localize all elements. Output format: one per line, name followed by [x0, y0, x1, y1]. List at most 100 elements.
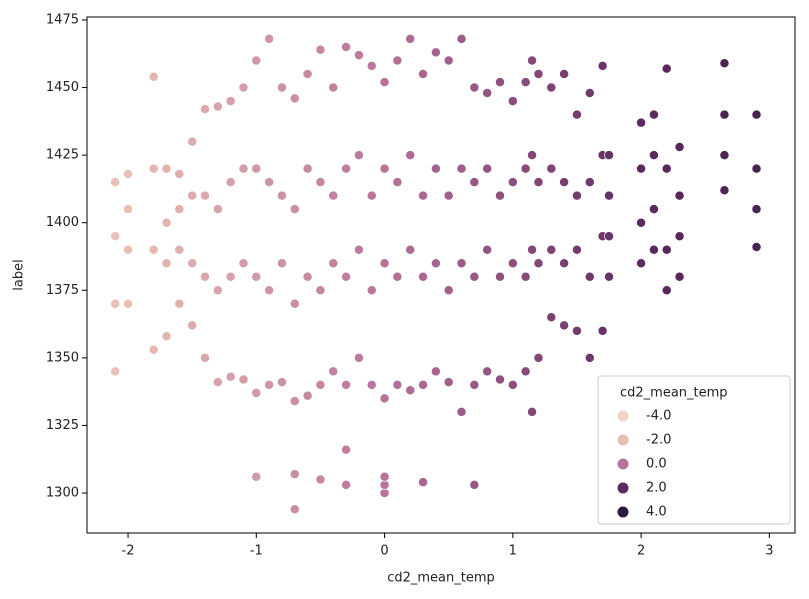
scatter-point	[187, 320, 198, 331]
scatter-point	[597, 325, 608, 336]
scatter-point	[161, 258, 172, 269]
scatter-point	[572, 325, 582, 336]
legend-marker	[617, 458, 629, 470]
y-tick-label: 1375	[46, 283, 79, 298]
scatter-point	[527, 406, 538, 417]
scatter-point	[636, 258, 647, 269]
scatter-point	[392, 55, 403, 66]
scatter-point	[225, 177, 236, 188]
x-tick-label: 1	[509, 544, 517, 559]
scatter-point	[719, 58, 730, 69]
scatter-point	[597, 60, 608, 71]
scatter-point	[187, 258, 198, 269]
scatter-point	[289, 469, 300, 480]
scatter-point	[719, 150, 730, 161]
scatter-point	[341, 444, 352, 455]
scatter-point	[264, 33, 275, 44]
scatter-point	[604, 150, 614, 161]
scatter-point	[264, 379, 275, 390]
scatter-point	[161, 217, 172, 228]
scatter-point	[277, 82, 287, 93]
scatter-point	[174, 298, 185, 309]
scatter-point	[174, 244, 185, 255]
scatter-point	[507, 379, 518, 390]
scatter-point	[353, 244, 364, 255]
scatter-point	[636, 163, 647, 174]
scatter-point	[604, 271, 614, 282]
scatter-point	[520, 163, 531, 174]
scatter-point	[392, 379, 403, 390]
scatter-point	[353, 50, 364, 61]
scatter-point	[187, 136, 198, 147]
scatter-point	[315, 44, 326, 55]
scatter-point	[251, 271, 262, 282]
scatter-point	[302, 271, 313, 282]
scatter-point	[674, 190, 685, 201]
legend-marker	[617, 482, 629, 494]
scatter-point	[559, 69, 570, 79]
x-tick-label: -2	[122, 544, 135, 559]
scatter-point	[251, 471, 262, 482]
scatter-point	[212, 204, 223, 215]
scatter-point	[430, 163, 441, 174]
scatter-point	[379, 471, 390, 482]
scatter-point	[302, 69, 313, 79]
scatter-point	[289, 504, 300, 515]
x-tick-label: 2	[637, 544, 645, 559]
scatter-point	[341, 271, 352, 282]
scatter-point	[546, 244, 557, 255]
scatter-point	[469, 379, 480, 390]
scatter-point	[366, 379, 377, 390]
scatter-point	[379, 163, 390, 174]
scatter-point	[674, 231, 685, 242]
scatter-point	[200, 104, 210, 115]
scatter-point	[315, 285, 326, 296]
scatter-point	[443, 190, 454, 201]
scatter-point	[520, 366, 531, 377]
scatter-point	[648, 150, 659, 161]
scatter-point	[443, 377, 454, 388]
scatter-point	[366, 60, 377, 71]
scatter-point	[405, 150, 416, 161]
scatter-point	[636, 117, 647, 128]
scatter-point	[520, 271, 531, 282]
scatter-point	[648, 204, 659, 215]
scatter-point	[174, 204, 185, 215]
scatter-point	[238, 374, 249, 385]
x-tick-label: 3	[765, 544, 773, 559]
scatter-point	[238, 258, 249, 269]
scatter-point	[277, 377, 287, 388]
scatter-point	[123, 244, 133, 255]
scatter-point	[379, 258, 390, 269]
y-tick-label: 1475	[46, 12, 79, 27]
scatter-point	[289, 93, 300, 104]
scatter-point	[161, 331, 172, 342]
scatter-point	[148, 163, 159, 174]
scatter-point	[527, 244, 538, 255]
scatter-point	[110, 298, 121, 309]
legend-marker	[617, 434, 629, 446]
x-axis-label: cd2_mean_temp	[387, 571, 495, 586]
scatter-point	[443, 55, 454, 66]
scatter-point	[225, 271, 236, 282]
scatter-point	[379, 77, 390, 88]
scatter-point	[443, 285, 454, 296]
scatter-point	[392, 271, 403, 282]
scatter-point	[148, 344, 159, 355]
scatter-point	[456, 258, 467, 269]
scatter-point	[456, 163, 467, 174]
legend-label: -2.0	[646, 433, 671, 448]
scatter-point	[584, 271, 595, 282]
scatter-point	[110, 177, 121, 188]
scatter-point	[527, 150, 538, 161]
legend-title: cd2_mean_temp	[620, 386, 728, 401]
scatter-point	[533, 258, 544, 269]
legend-box	[597, 375, 791, 525]
scatter-point	[507, 96, 518, 107]
scatter-point	[315, 379, 326, 390]
scatter-point	[328, 366, 339, 377]
legend-label: 2.0	[646, 481, 667, 496]
scatter-point	[674, 271, 685, 282]
scatter-point	[604, 231, 614, 242]
